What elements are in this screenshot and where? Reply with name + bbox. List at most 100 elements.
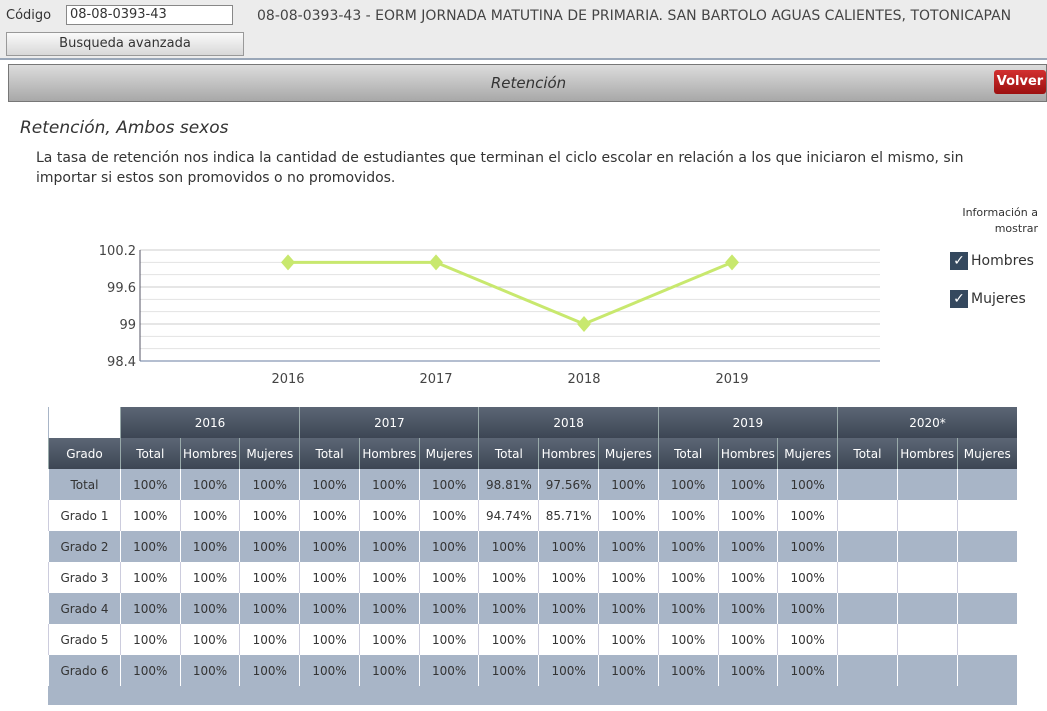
- subheader: Mujeres: [418, 438, 479, 469]
- table-cell: 100%: [418, 624, 479, 655]
- empty-cell: [956, 500, 1017, 531]
- table-cell: 100%: [598, 655, 659, 686]
- panel-title: Retención: [490, 74, 567, 92]
- table-cell: 100%: [598, 500, 659, 531]
- subheader: Hombres: [358, 438, 420, 469]
- table-cell: 100%: [299, 624, 360, 655]
- table-cell: Grado 3: [48, 562, 121, 593]
- subheader: Mujeres: [239, 438, 300, 469]
- table-cell: Grado 6: [48, 655, 121, 686]
- empty-cell: [896, 593, 958, 624]
- subheader: Total: [837, 438, 898, 469]
- description: La tasa de retención nos indica la canti…: [36, 150, 964, 186]
- table-cell: 100%: [598, 593, 659, 624]
- table-cell: Grado 2: [48, 531, 121, 562]
- table-cell: 100%: [358, 593, 420, 624]
- table-cell: 100%: [299, 469, 360, 500]
- table-cell: 100%: [179, 562, 240, 593]
- table-cell: 100%: [418, 469, 479, 500]
- empty-cell: [837, 624, 898, 655]
- table-cell: Grado 5: [48, 624, 121, 655]
- table-cell: 100%: [777, 562, 838, 593]
- table-cell: Total: [48, 469, 121, 500]
- subheader: Hombres: [896, 438, 958, 469]
- section-title: Retención, Ambos sexos: [20, 118, 229, 138]
- grade-header: Grado: [48, 438, 121, 469]
- table-cell: 100%: [717, 655, 778, 686]
- subheader: Mujeres: [777, 438, 838, 469]
- table-cell: 100%: [299, 562, 360, 593]
- search-button[interactable]: Busqueda avanzada: [6, 32, 244, 56]
- table-cell: 100%: [179, 531, 240, 562]
- empty-cell: [837, 500, 898, 531]
- table-row: Grado 2 100% 100% 100% 100% 100% 100% 100% 100% 1…: [48, 531, 1017, 562]
- chart: 98.4 99 99.6 100.2 2016 2017 2018 2019: [99, 244, 880, 387]
- table-cell: 100%: [119, 655, 181, 686]
- table-cell: 100%: [478, 562, 539, 593]
- table-cell: 100%: [299, 593, 360, 624]
- back-button[interactable]: Volver: [994, 70, 1046, 94]
- table-cell: 100%: [119, 531, 181, 562]
- table-cell: 100%: [299, 655, 360, 686]
- table-cell: 100%: [657, 500, 719, 531]
- marker: [429, 254, 443, 271]
- table-container: 2016 2017 2018 2019 2020* Grado Total Hombres Mu…: [48, 407, 1017, 705]
- year-header: 2018: [478, 407, 659, 438]
- table-cell: 100%: [239, 593, 300, 624]
- table-cell: 100%: [777, 500, 838, 531]
- subheader: Total: [299, 438, 360, 469]
- table-cell: 100%: [239, 562, 300, 593]
- table-cell: 100%: [418, 531, 479, 562]
- y-tick-label: 100.2: [99, 244, 136, 259]
- empty-cell: [896, 624, 958, 655]
- panel-bar: Retención Volver: [8, 64, 1047, 102]
- table-cell: 100%: [717, 469, 778, 500]
- table-cell: 100%: [478, 624, 539, 655]
- empty-cell: [837, 593, 898, 624]
- table-cell: 100%: [717, 531, 778, 562]
- year-header: 2016: [119, 407, 300, 438]
- table-cell: 100%: [418, 500, 479, 531]
- table-cell: 100%: [119, 469, 181, 500]
- table-cell: 100%: [418, 562, 479, 593]
- school-name: 08-08-0393-43 - EORM JORNADA MATUTINA DE…: [257, 8, 1012, 24]
- empty-cell: [956, 655, 1017, 686]
- top-bar: Código 08-08-0393-43 Busqueda avanzada 0…: [0, 0, 1047, 60]
- checkbox: ✓: [950, 252, 968, 270]
- table-cell: 100%: [119, 562, 181, 593]
- table-cell: 100%: [777, 469, 838, 500]
- code-input[interactable]: 08-08-0393-43: [66, 5, 233, 25]
- table-cell: 100%: [239, 500, 300, 531]
- option[interactable]: ✓ Hombres: [950, 252, 1034, 270]
- subheader: Hombres: [717, 438, 778, 469]
- table-cell: 100%: [717, 562, 778, 593]
- empty-cell: [837, 562, 898, 593]
- empty-cell: [837, 469, 898, 500]
- table-cell: 97.56%: [538, 469, 599, 500]
- options: ✓ Hombres ✓ Mujeres: [950, 252, 1034, 328]
- table-cell: 100%: [358, 500, 420, 531]
- option[interactable]: ✓ Mujeres: [950, 290, 1034, 308]
- subheader-row: Grado Total Hombres Mujeres Total Hombres Muje…: [48, 438, 1017, 469]
- year-header: 2020*: [837, 407, 1017, 438]
- subheader: Total: [657, 438, 719, 469]
- table-cell: Grado 4: [48, 593, 121, 624]
- table-cell: 100%: [179, 469, 240, 500]
- table-cell: 100%: [538, 624, 599, 655]
- table-cell: 100%: [478, 593, 539, 624]
- checkbox: ✓: [950, 290, 968, 308]
- x-tick-label: 2017: [419, 372, 452, 387]
- table-cell: 100%: [358, 562, 420, 593]
- table-cell: 100%: [239, 624, 300, 655]
- table-cell: 100%: [358, 469, 420, 500]
- table-row: Grado 6 100% 100% 100% 100% 100% 100% 100% 100% 1…: [48, 655, 1017, 686]
- table-cell: 94.74%: [478, 500, 539, 531]
- table-cell: 98.81%: [478, 469, 539, 500]
- table-row: Grado 3 100% 100% 100% 100% 100% 100% 100% 100% 1…: [48, 562, 1017, 593]
- table-cell: Grado 1: [48, 500, 121, 531]
- table-cell: 100%: [598, 531, 659, 562]
- table-cell: 100%: [598, 624, 659, 655]
- y-tick-label: 99.6: [107, 281, 136, 296]
- empty-cell: [956, 469, 1017, 500]
